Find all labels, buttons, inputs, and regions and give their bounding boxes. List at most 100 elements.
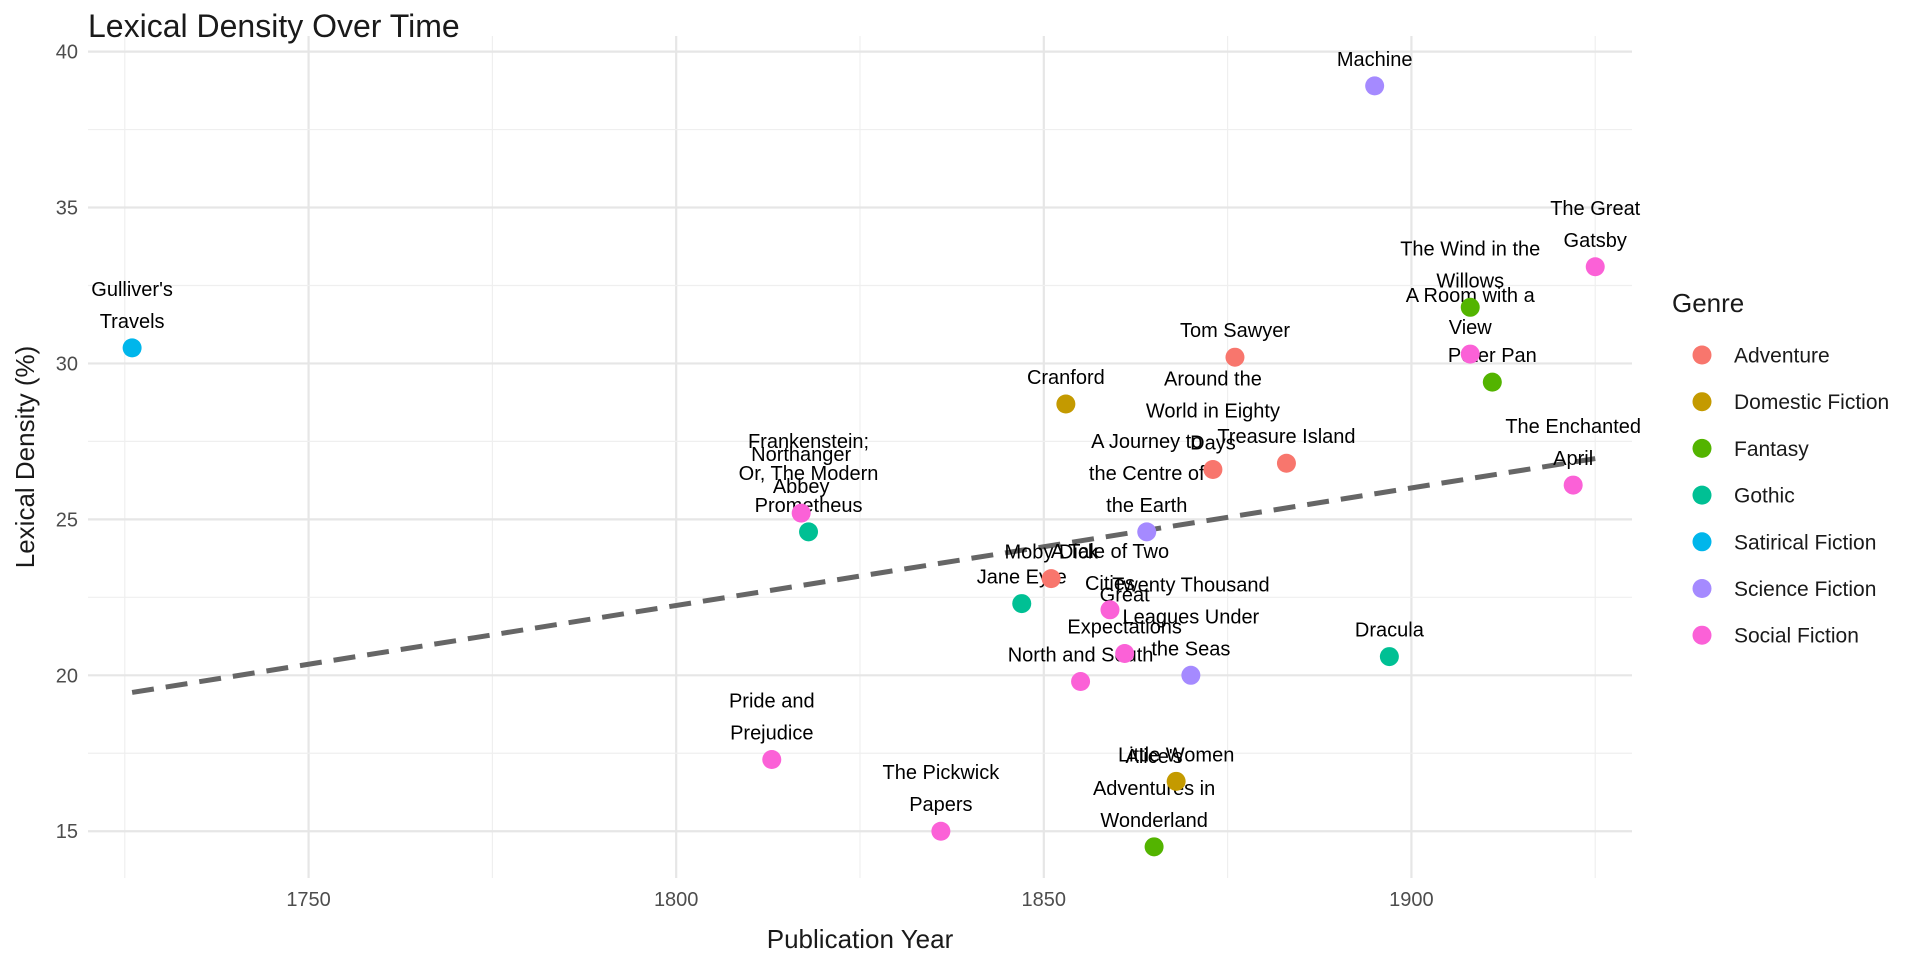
point-label: Cranford — [1027, 367, 1105, 389]
data-point — [1203, 459, 1223, 479]
y-tick-label: 35 — [56, 198, 78, 220]
point-label: The Great — [1550, 198, 1640, 220]
point-label: the Centre of — [1089, 463, 1205, 485]
point-label: A Tale of Two — [1051, 541, 1169, 563]
data-point — [1115, 643, 1135, 663]
point-label: Twenty Thousand — [1112, 574, 1270, 596]
data-point — [799, 522, 819, 542]
x-axis-title: Publication Year — [767, 924, 954, 954]
legend-key — [1692, 438, 1712, 458]
data-point — [1482, 372, 1502, 392]
point-label: A Journey to — [1091, 431, 1202, 453]
data-point — [1071, 672, 1091, 692]
legend-label: Gothic — [1734, 485, 1795, 508]
point-label: Abbey — [773, 476, 830, 498]
legend-key — [1692, 485, 1712, 505]
legend-label: Fantasy — [1734, 438, 1809, 461]
point-label: Machine — [1337, 49, 1413, 71]
point-label: Prejudice — [730, 722, 813, 744]
legend-title: Genre — [1672, 288, 1744, 318]
tick-label-layer: 1750 1800 1850 1900 15 20 25 30 35 40 — [56, 42, 1434, 911]
data-point — [1137, 522, 1157, 542]
data-point — [931, 821, 951, 841]
legend-key — [1692, 345, 1712, 365]
point-label: April — [1553, 448, 1593, 470]
grid — [88, 36, 1632, 878]
trend-line-layer — [131, 456, 1596, 695]
data-point — [1585, 257, 1605, 277]
y-tick-label: 25 — [56, 509, 78, 531]
data-point — [1144, 837, 1164, 857]
trend-line — [131, 456, 1596, 695]
data-point — [1012, 594, 1032, 614]
point-label: Travels — [100, 311, 165, 333]
data-point — [762, 749, 782, 769]
y-tick-label: 40 — [56, 42, 78, 64]
legend-label: Social Fiction — [1734, 625, 1859, 648]
data-point — [1460, 344, 1480, 364]
point-label: Frankenstein; — [748, 431, 869, 453]
point-label: Little Women — [1118, 744, 1234, 766]
point-label: Papers — [909, 794, 972, 816]
point-label: Cities — [1085, 573, 1135, 595]
point-label: View — [1449, 317, 1493, 339]
y-tick-label: 20 — [56, 665, 78, 687]
point-label: the Earth — [1106, 495, 1187, 517]
point-label-layer: Gulliver's Travels Pride and Prejudice North… — [91, 49, 1641, 832]
data-point — [1460, 297, 1480, 317]
data-point — [122, 338, 142, 358]
data-point — [1563, 475, 1583, 495]
point-label: The Pickwick — [883, 762, 1001, 784]
data-point — [1276, 453, 1296, 473]
data-point — [1181, 665, 1201, 685]
point-label: The Wind in the — [1400, 238, 1540, 260]
point-label: Willows — [1436, 270, 1504, 292]
legend: Genre Adventure Domestic Fiction Fantasy Go… — [1672, 288, 1889, 648]
data-point — [1365, 76, 1385, 96]
point-label: Alice's — [1126, 746, 1183, 768]
legend-key — [1692, 579, 1712, 598]
point-label: Adventures in — [1093, 778, 1215, 800]
point-label: Pride and — [729, 690, 815, 712]
data-point — [1166, 771, 1186, 791]
point-label: Northanger — [751, 444, 851, 466]
point-label: A Room with a — [1406, 285, 1536, 307]
legend-label: Adventure — [1734, 345, 1830, 368]
point-label: Wonderland — [1100, 810, 1207, 832]
legend-label: Science Fiction — [1734, 578, 1876, 601]
point-label: Dracula — [1355, 620, 1425, 642]
data-point — [1379, 647, 1399, 667]
y-tick-label: 30 — [56, 353, 78, 375]
point-label: Treasure Island — [1217, 426, 1355, 448]
point-label: Leagues Under — [1122, 606, 1259, 628]
point-label: Or, The Modern — [739, 463, 879, 485]
point-label: Moby Dick — [1004, 542, 1098, 564]
point-label: Around the — [1164, 368, 1262, 390]
point-label: Prometheus — [755, 495, 863, 517]
x-tick-label: 1900 — [1389, 889, 1434, 911]
point-label: Gulliver's — [91, 279, 173, 301]
legend-key — [1692, 532, 1712, 552]
legend-label: Satirical Fiction — [1734, 531, 1876, 554]
y-axis-title: Lexical Density (%) — [10, 346, 40, 569]
x-tick-label: 1800 — [654, 889, 699, 911]
point-label: Days — [1190, 432, 1236, 454]
point-label: The Enchanted — [1505, 416, 1641, 438]
data-point — [1041, 569, 1061, 589]
point-label: Gatsby — [1564, 230, 1627, 252]
data-point — [1225, 347, 1245, 367]
data-point — [1100, 600, 1120, 620]
legend-label: Domestic Fiction — [1734, 391, 1889, 414]
point-label: Expectations — [1067, 616, 1182, 638]
point-label: the Seas — [1151, 638, 1230, 660]
y-tick-label: 15 — [56, 821, 78, 843]
legend-key — [1692, 392, 1712, 412]
point-label: Tom Sawyer — [1180, 320, 1290, 342]
x-tick-label: 1750 — [286, 889, 331, 911]
legend-key — [1692, 625, 1712, 645]
data-point — [791, 503, 811, 523]
point-label: World in Eighty — [1146, 400, 1280, 422]
x-tick-label: 1850 — [1022, 889, 1067, 911]
point-layer — [122, 76, 1605, 857]
